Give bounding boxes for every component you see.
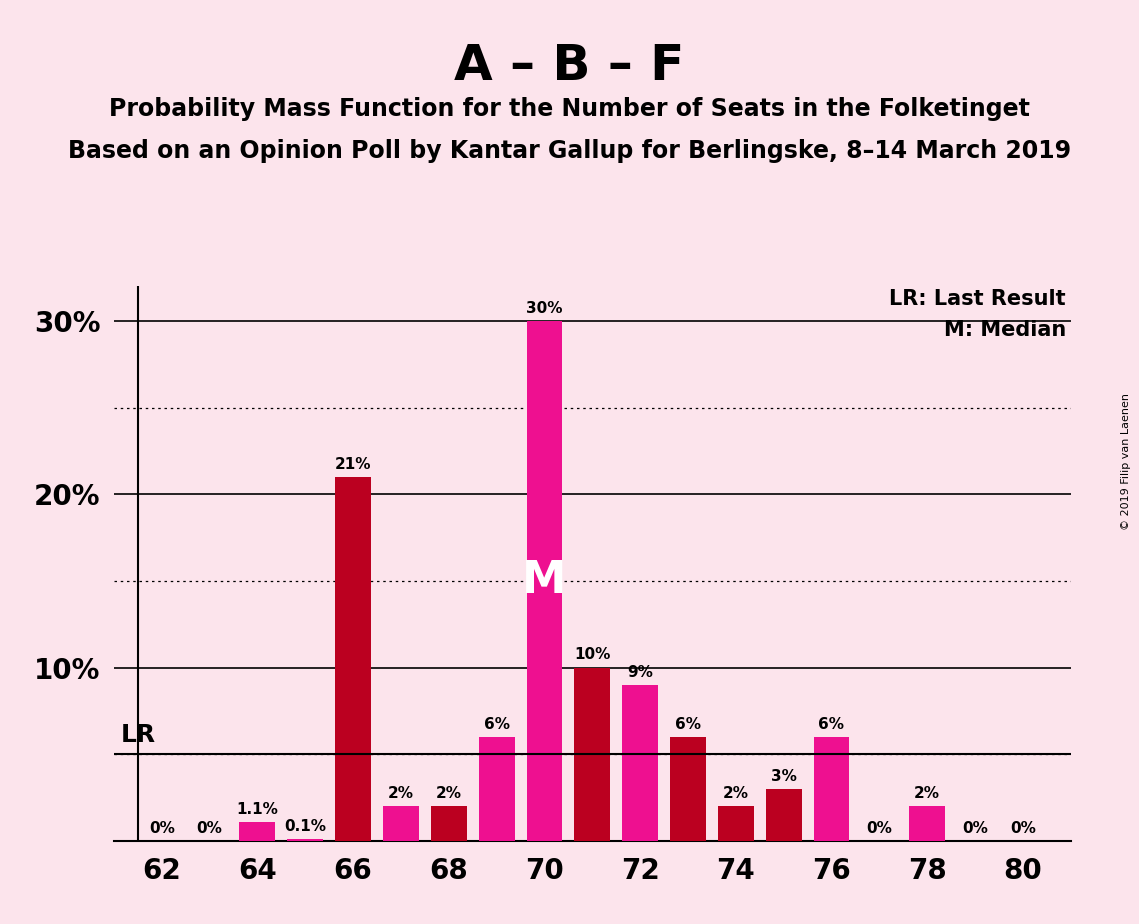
Bar	[909, 806, 945, 841]
Text: 21%: 21%	[335, 456, 371, 472]
Bar	[239, 821, 276, 841]
Text: 2%: 2%	[723, 786, 748, 801]
Text: 0%: 0%	[197, 821, 222, 835]
Text: 0%: 0%	[867, 821, 892, 835]
Text: LR: LR	[121, 723, 156, 748]
Bar	[813, 737, 850, 841]
Text: © 2019 Filip van Laenen: © 2019 Filip van Laenen	[1121, 394, 1131, 530]
Text: M: Median: M: Median	[943, 320, 1066, 340]
Bar	[670, 737, 706, 841]
Text: LR: Last Result: LR: Last Result	[890, 289, 1066, 310]
Bar	[765, 789, 802, 841]
Text: A – B – F: A – B – F	[454, 42, 685, 90]
Text: 30%: 30%	[526, 301, 563, 316]
Text: 6%: 6%	[675, 717, 700, 732]
Text: Based on an Opinion Poll by Kantar Gallup for Berlingske, 8–14 March 2019: Based on an Opinion Poll by Kantar Gallu…	[68, 139, 1071, 163]
Text: 0%: 0%	[1010, 821, 1035, 835]
Text: 6%: 6%	[484, 717, 509, 732]
Bar	[335, 477, 371, 841]
Text: 2%: 2%	[388, 786, 413, 801]
Bar	[622, 685, 658, 841]
Text: 2%: 2%	[436, 786, 461, 801]
Bar	[478, 737, 515, 841]
Text: 2%: 2%	[915, 786, 940, 801]
Text: 9%: 9%	[628, 664, 653, 680]
Bar	[383, 806, 419, 841]
Bar	[287, 839, 323, 841]
Text: Probability Mass Function for the Number of Seats in the Folketinget: Probability Mass Function for the Number…	[109, 97, 1030, 121]
Bar	[574, 667, 611, 841]
Text: 1.1%: 1.1%	[237, 802, 278, 817]
Bar	[431, 806, 467, 841]
Bar	[526, 322, 563, 841]
Text: M: M	[523, 559, 566, 602]
Text: 0%: 0%	[149, 821, 174, 835]
Bar	[718, 806, 754, 841]
Text: 10%: 10%	[574, 648, 611, 663]
Text: 3%: 3%	[771, 769, 796, 784]
Text: 6%: 6%	[819, 717, 844, 732]
Text: 0%: 0%	[962, 821, 988, 835]
Text: 0.1%: 0.1%	[285, 819, 326, 833]
